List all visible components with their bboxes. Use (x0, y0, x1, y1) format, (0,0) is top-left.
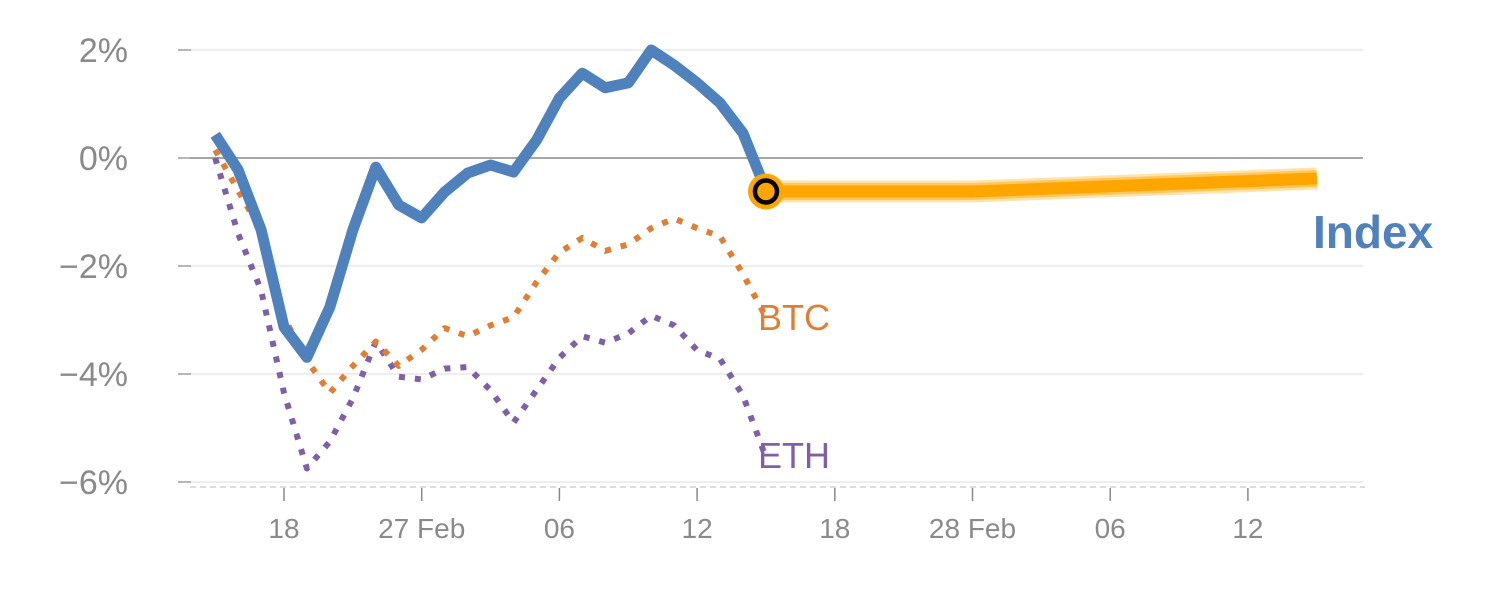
series-line-index (210, 44, 772, 363)
y-tick-label: −4% (59, 356, 128, 394)
x-tick-label: 18 (819, 513, 850, 544)
x-tick-label: 12 (682, 513, 713, 544)
series-label-index: Index (1313, 206, 1434, 258)
x-tick-label: 12 (1232, 513, 1263, 544)
x-axis: 18 27 Feb 06 12 18 28 Feb 06 12 (190, 486, 1365, 544)
series-line-eth (212, 157, 769, 472)
y-tick-label: 0% (79, 140, 128, 178)
series-labels: Index BTC ETH (758, 206, 1434, 476)
y-tick-label: −2% (59, 248, 128, 286)
y-tick-label: −6% (59, 464, 128, 502)
y-tick-label: 2% (79, 32, 128, 70)
x-tick-label: 28 Feb (929, 513, 1016, 544)
current-value-marker (752, 178, 780, 205)
gridlines (190, 49, 1363, 483)
forecast-band (747, 167, 1318, 210)
series-lines (210, 44, 772, 472)
x-tick-label: 18 (268, 513, 299, 544)
series-line-btc (212, 148, 769, 396)
x-tick-label: 06 (1095, 513, 1126, 544)
series-label-eth: ETH (758, 435, 830, 476)
x-tick-label: 27 Feb (378, 513, 465, 544)
forecast-band-inner (766, 172, 1318, 198)
x-tick-label: 06 (544, 513, 575, 544)
series-label-btc: BTC (758, 297, 830, 338)
y-axis: 2% 0% −2% −4% −6% (59, 32, 191, 502)
